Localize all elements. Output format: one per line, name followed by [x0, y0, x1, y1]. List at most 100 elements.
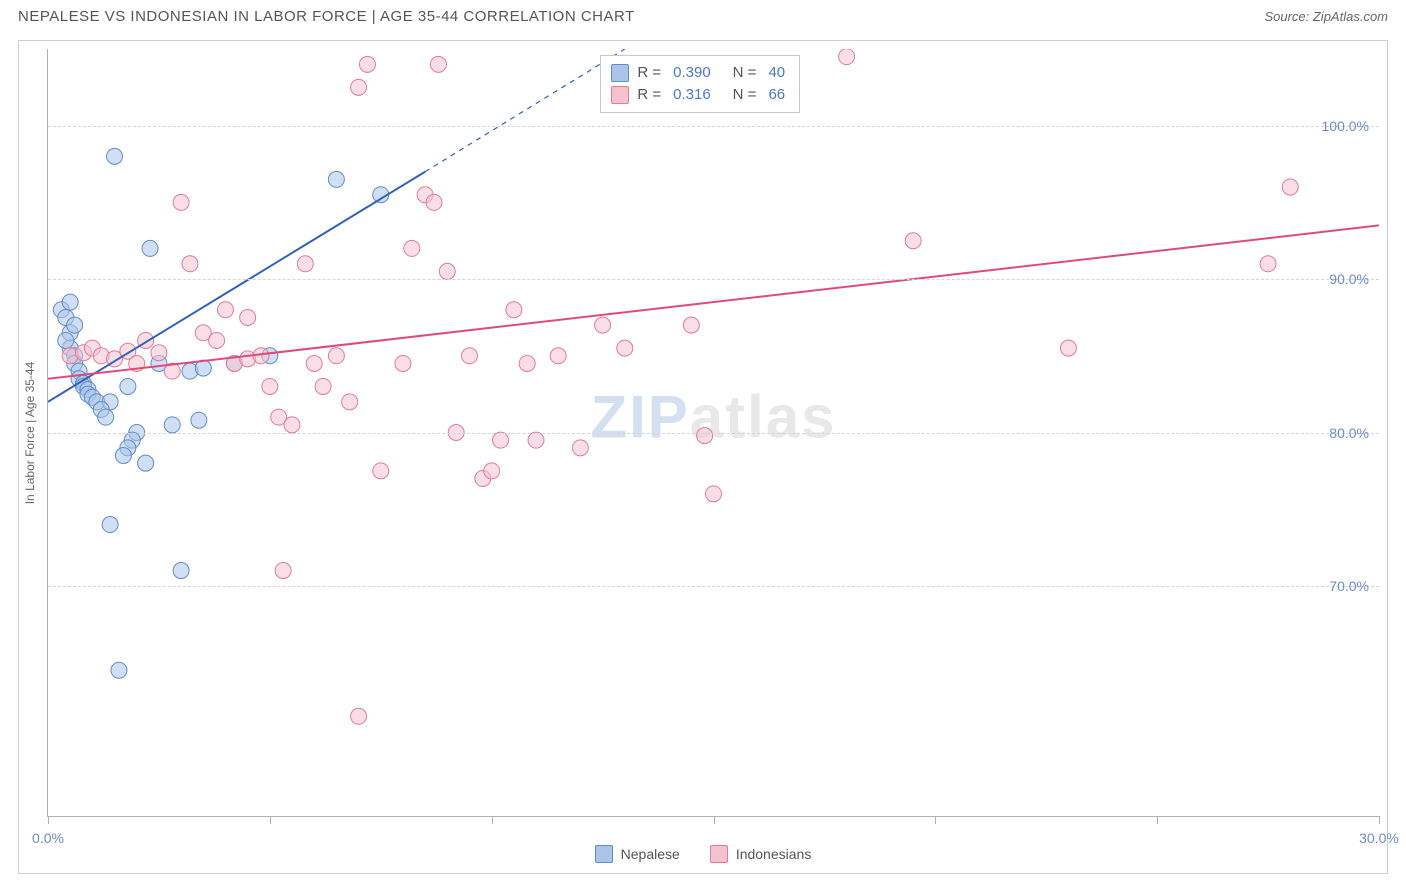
scatter-point: [58, 309, 74, 325]
x-tick-label: 30.0%: [1359, 830, 1399, 846]
scatter-point: [173, 563, 189, 579]
scatter-point: [67, 355, 83, 371]
scatter-point: [1282, 179, 1298, 195]
scatter-point: [120, 440, 136, 456]
stat-n-value: 40: [768, 62, 785, 84]
scatter-point: [80, 382, 96, 398]
scatter-point: [528, 432, 544, 448]
scatter-point: [683, 317, 699, 333]
scatter-point: [617, 340, 633, 356]
legend-swatch: [611, 64, 629, 82]
scatter-point: [404, 240, 420, 256]
scatter-point: [328, 348, 344, 364]
y-tick-label: 90.0%: [1329, 271, 1369, 287]
scatter-point: [297, 256, 313, 272]
scatter-point: [905, 233, 921, 249]
legend-swatch: [710, 845, 728, 863]
gridline: [48, 586, 1379, 587]
scatter-point: [120, 343, 136, 359]
stat-r-label: R =: [637, 62, 661, 84]
trend-line: [48, 225, 1379, 378]
scatter-point: [89, 394, 105, 410]
bottom-legend: NepaleseIndonesians: [19, 845, 1387, 863]
scatter-point: [839, 49, 855, 65]
gridline: [48, 279, 1379, 280]
y-tick-label: 70.0%: [1329, 578, 1369, 594]
scatter-point: [138, 332, 154, 348]
scatter-point: [62, 294, 78, 310]
scatter-point: [430, 56, 446, 72]
scatter-point: [67, 317, 83, 333]
scatter-point: [426, 194, 442, 210]
scatter-point: [75, 378, 91, 394]
scatter-point: [182, 363, 198, 379]
scatter-point: [80, 386, 96, 402]
scatter-point: [475, 471, 491, 487]
legend-label: Indonesians: [736, 846, 812, 862]
stat-r-label: R =: [637, 84, 661, 106]
scatter-point: [373, 187, 389, 203]
scatter-point: [102, 394, 118, 410]
gridline: [48, 126, 1379, 127]
stat-n-value: 66: [768, 84, 785, 106]
scatter-point: [351, 708, 367, 724]
plot-area: In Labor Force | Age 35-44 ZIPatlas 70.0…: [47, 49, 1379, 817]
scatter-point: [1060, 340, 1076, 356]
chart-title: NEPALESE VS INDONESIAN IN LABOR FORCE | …: [18, 8, 635, 25]
scatter-point: [484, 463, 500, 479]
x-tick: [48, 816, 49, 824]
scatter-point: [93, 348, 109, 364]
scatter-point: [58, 332, 74, 348]
scatter-point: [439, 263, 455, 279]
x-tick: [1157, 816, 1158, 824]
scatter-point: [111, 662, 127, 678]
scatter-point: [595, 317, 611, 333]
y-tick-label: 100.0%: [1322, 118, 1369, 134]
scatter-point: [142, 240, 158, 256]
scatter-point: [271, 409, 287, 425]
trend-line-dashed: [425, 49, 625, 172]
chart-container: In Labor Force | Age 35-44 ZIPatlas 70.0…: [18, 40, 1388, 874]
scatter-point: [706, 486, 722, 502]
legend-item: Indonesians: [710, 845, 812, 863]
legend-swatch: [595, 845, 613, 863]
scatter-point: [209, 332, 225, 348]
scatter-point: [195, 325, 211, 341]
scatter-point: [84, 340, 100, 356]
scatter-point: [75, 345, 91, 361]
scatter-point: [253, 348, 269, 364]
scatter-point: [107, 351, 123, 367]
gridline: [48, 433, 1379, 434]
scatter-point: [182, 256, 198, 272]
scatter-point: [328, 171, 344, 187]
scatter-point: [173, 194, 189, 210]
scatter-point: [115, 448, 131, 464]
x-tick: [492, 816, 493, 824]
scatter-point: [315, 378, 331, 394]
scatter-point: [84, 389, 100, 405]
scatter-point: [275, 563, 291, 579]
scatter-point: [124, 432, 140, 448]
scatter-point: [226, 355, 242, 371]
scatter-point: [306, 355, 322, 371]
scatter-point: [240, 309, 256, 325]
scatter-point: [373, 463, 389, 479]
scatter-point: [351, 79, 367, 95]
scatter-point: [550, 348, 566, 364]
scatter-point: [93, 401, 109, 417]
y-axis-label: In Labor Force | Age 35-44: [23, 361, 37, 504]
scatter-point: [572, 440, 588, 456]
scatter-point: [71, 371, 87, 387]
scatter-point: [62, 340, 78, 356]
x-tick: [1379, 816, 1380, 824]
x-tick: [270, 816, 271, 824]
scatter-point: [519, 355, 535, 371]
stat-n-label: N =: [733, 84, 757, 106]
scatter-point: [262, 348, 278, 364]
scatter-point: [359, 56, 375, 72]
trend-line: [48, 172, 425, 402]
legend-swatch: [611, 86, 629, 104]
scatter-point: [195, 360, 211, 376]
y-tick-label: 80.0%: [1329, 425, 1369, 441]
scatter-point: [71, 363, 87, 379]
